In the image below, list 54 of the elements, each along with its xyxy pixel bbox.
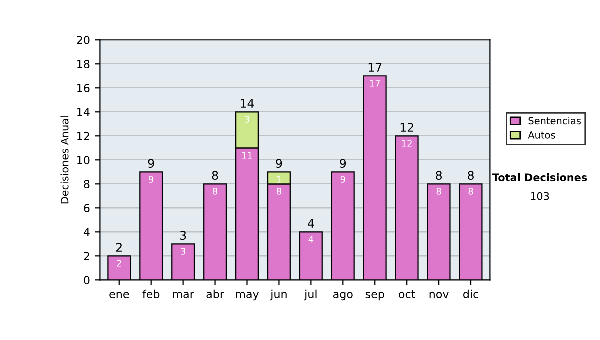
total-label: 9 bbox=[148, 159, 154, 168]
data-label: 8 bbox=[468, 188, 474, 195]
data-label: 8 bbox=[276, 188, 282, 195]
x-tick-label: mar bbox=[173, 292, 194, 298]
text: 103 bbox=[531, 192, 550, 200]
x-tick-label: dic bbox=[464, 290, 478, 298]
x-tick-label: nov bbox=[430, 292, 449, 298]
text: Total Decisiones bbox=[492, 173, 588, 182]
y-tick-label: 4 bbox=[84, 228, 90, 236]
x-tick-label: ago bbox=[333, 292, 353, 301]
y-axis-title: Decisiones Anual bbox=[60, 116, 69, 204]
data-label: 2 bbox=[117, 260, 122, 267]
total-label: 8 bbox=[212, 171, 218, 180]
legend-label: Sentencias bbox=[528, 117, 582, 125]
y-tick-label: 2 bbox=[84, 252, 90, 260]
y-tick-label: 8 bbox=[84, 180, 90, 189]
data-label: 9 bbox=[149, 176, 154, 183]
y-tick-label: 20 bbox=[77, 36, 90, 44]
total-label: 9 bbox=[276, 159, 282, 168]
data-label: 8 bbox=[213, 188, 218, 195]
data-label: 17 bbox=[370, 80, 380, 87]
x-tick-label: oct bbox=[399, 290, 416, 298]
x-tick-label: ene bbox=[110, 292, 130, 298]
y-tick-label: 14 bbox=[78, 108, 90, 116]
total-label: 17 bbox=[368, 63, 382, 72]
x-tick-label: sep bbox=[366, 292, 384, 301]
y-tick-label: 0 bbox=[84, 276, 90, 285]
x-tick-label: feb bbox=[142, 290, 160, 298]
total-label: 8 bbox=[436, 171, 442, 180]
x-tick-label: jun bbox=[270, 290, 287, 301]
data-label: 9 bbox=[340, 176, 346, 183]
data-label: 8 bbox=[436, 188, 442, 195]
x-tick-label: jul bbox=[304, 290, 317, 301]
y-tick-label: 12 bbox=[78, 132, 90, 140]
total-label: 9 bbox=[340, 159, 346, 168]
data-label: 3 bbox=[181, 248, 186, 255]
data-label: 1 bbox=[277, 176, 282, 183]
data-label: 11 bbox=[242, 152, 252, 159]
data-label: 4 bbox=[308, 236, 314, 243]
y-tick-label: 18 bbox=[78, 60, 90, 69]
data-label: 3 bbox=[245, 116, 250, 123]
legend-label: Autos bbox=[528, 132, 556, 139]
total-label: 4 bbox=[308, 219, 314, 228]
y-tick-label: 16 bbox=[78, 84, 90, 93]
total-label: 14 bbox=[241, 99, 254, 108]
y-tick-label: 6 bbox=[84, 204, 90, 213]
total-label: 2 bbox=[116, 243, 122, 252]
x-tick-label: may bbox=[236, 292, 260, 301]
total-label: 12 bbox=[400, 123, 414, 132]
data-label: 12 bbox=[402, 140, 412, 147]
total-label: 3 bbox=[180, 231, 186, 240]
total-label: 8 bbox=[468, 171, 474, 180]
x-tick-label: abr bbox=[206, 290, 224, 298]
y-tick-label: 10 bbox=[78, 156, 90, 165]
